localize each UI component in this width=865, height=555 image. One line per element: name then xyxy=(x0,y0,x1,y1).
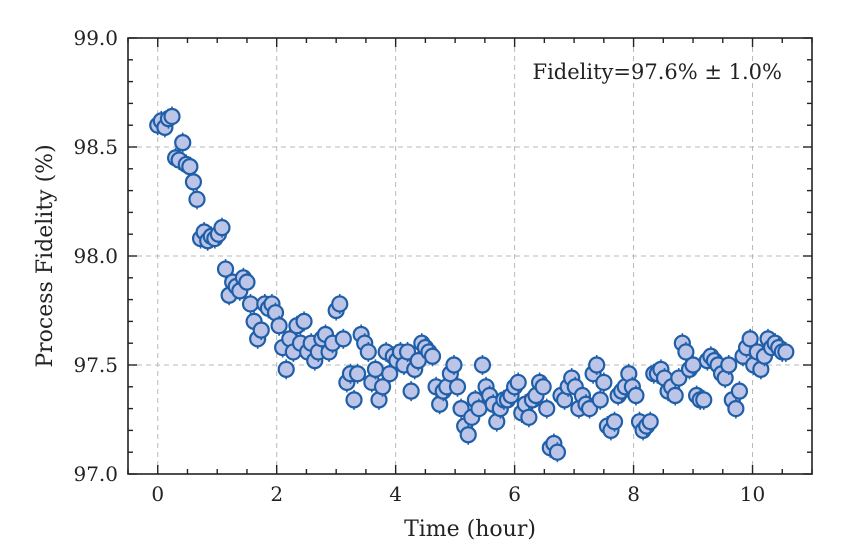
y-axis-label: Process Fidelity (%) xyxy=(33,144,58,367)
x-tick-label: 2 xyxy=(270,482,283,506)
data-point xyxy=(184,173,203,191)
data-point xyxy=(213,219,231,237)
data-point xyxy=(334,330,352,348)
data-point xyxy=(695,391,713,409)
x-tick-label: 0 xyxy=(151,482,164,506)
tick-labels: 0 2 4 6 8 10 97.0 97.5 98.0 98.5 99.0 xyxy=(73,26,765,506)
data-point xyxy=(216,260,235,278)
data-point xyxy=(241,295,260,313)
fidelity-annotation: Fidelity=97.6% ± 1.0% xyxy=(533,60,783,84)
data-point xyxy=(402,382,420,400)
data-point xyxy=(741,330,759,348)
data-point xyxy=(295,312,313,330)
grid-lines xyxy=(128,37,812,475)
data-point xyxy=(534,378,552,396)
data-point xyxy=(181,158,199,176)
data-point xyxy=(331,295,349,313)
data-point xyxy=(359,343,377,361)
data-point xyxy=(366,360,385,378)
data-point xyxy=(188,190,206,208)
data-point xyxy=(270,317,288,335)
data-point xyxy=(727,400,745,418)
data-point xyxy=(174,134,192,152)
data-point xyxy=(163,107,181,126)
data-point xyxy=(641,413,659,431)
data-point xyxy=(730,382,749,400)
data-point xyxy=(627,386,645,405)
data-point xyxy=(509,373,527,392)
data-point xyxy=(381,365,399,383)
data-point xyxy=(348,365,367,383)
y-tick-label: 98.5 xyxy=(73,135,118,159)
data-point xyxy=(520,408,538,426)
x-tick-label: 6 xyxy=(508,482,521,506)
data-point xyxy=(595,373,613,392)
data-point xyxy=(666,386,684,405)
data-point xyxy=(588,356,606,374)
x-axis-label: Time (hour) xyxy=(404,517,536,542)
y-tick-label: 99.0 xyxy=(73,26,118,50)
data-point xyxy=(548,443,567,461)
data-point xyxy=(591,391,609,409)
data-point xyxy=(684,356,702,374)
data-point xyxy=(677,343,695,361)
data-point xyxy=(277,360,295,378)
data-point xyxy=(459,426,477,444)
x-tick-label: 4 xyxy=(389,482,402,506)
data-point xyxy=(423,347,442,365)
y-tick-label: 97.0 xyxy=(73,462,118,486)
data-point xyxy=(448,378,467,396)
data-point xyxy=(473,356,492,374)
data-point xyxy=(470,400,488,418)
data-point xyxy=(345,391,363,409)
x-tick-label: 8 xyxy=(627,482,640,506)
x-tick-label: 10 xyxy=(740,482,765,506)
data-point xyxy=(238,273,256,291)
y-tick-label: 98.0 xyxy=(73,244,118,268)
data-point xyxy=(252,321,270,339)
data-points xyxy=(149,106,795,463)
data-point xyxy=(777,343,795,361)
data-point xyxy=(373,378,392,396)
plot-frame xyxy=(127,37,813,475)
data-point xyxy=(538,400,556,418)
data-point xyxy=(605,413,624,431)
data-point xyxy=(720,356,738,374)
y-tick-label: 97.5 xyxy=(73,353,118,377)
data-point xyxy=(445,356,463,374)
